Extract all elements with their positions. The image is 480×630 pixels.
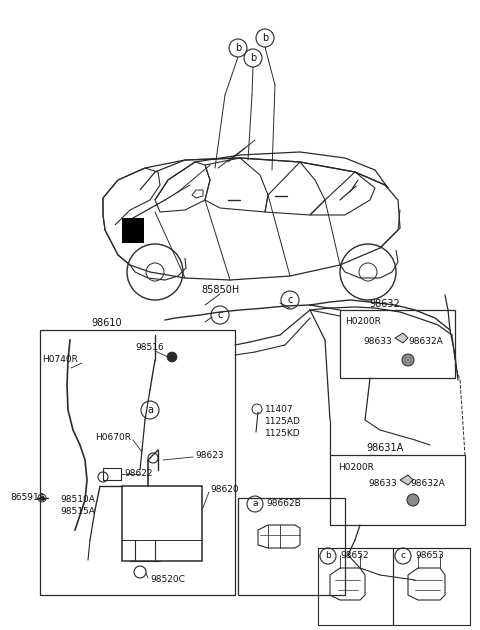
Bar [122,218,144,243]
Text: 1125AD: 1125AD [265,418,301,427]
Polygon shape [400,475,413,485]
Text: H0670R: H0670R [95,433,131,442]
Text: 86591A: 86591A [10,493,45,503]
Text: 98632A: 98632A [408,338,443,346]
Text: b: b [250,53,256,63]
Bar [393,548,470,625]
Text: 11407: 11407 [265,406,294,415]
Bar [340,310,455,378]
Text: a: a [252,500,258,508]
Text: 98632A: 98632A [410,479,445,488]
Text: H0740R: H0740R [42,355,78,365]
Text: 98515A: 98515A [60,508,95,517]
Text: 98653: 98653 [415,551,444,561]
Text: 98610: 98610 [92,318,122,328]
Circle shape [402,354,414,366]
Text: 98652: 98652 [340,551,369,561]
Text: 98520C: 98520C [150,575,185,585]
Bar [40,330,235,595]
Bar [122,486,202,561]
Text: 98662B: 98662B [266,500,301,508]
Text: 98631A: 98631A [366,443,404,453]
Circle shape [167,352,177,362]
Text: b: b [262,33,268,43]
Text: c: c [400,551,406,561]
Text: 98510A: 98510A [60,496,95,505]
Bar [103,468,121,480]
Text: 98516: 98516 [135,343,164,353]
Polygon shape [395,333,408,343]
Text: 1125KD: 1125KD [265,430,300,438]
Bar [318,548,393,625]
Bar [330,455,465,525]
Text: H0200R: H0200R [345,318,381,326]
Text: 98633: 98633 [363,338,392,346]
Text: 98620: 98620 [210,486,239,495]
Text: 98633: 98633 [368,479,397,488]
Text: b: b [235,43,241,53]
Text: b: b [325,551,331,561]
Text: 98622: 98622 [124,469,153,479]
Bar [238,498,345,595]
Text: c: c [288,295,293,305]
Circle shape [407,494,419,506]
Text: 85850H: 85850H [201,285,239,295]
Text: c: c [217,310,223,320]
Text: 98623: 98623 [195,450,224,459]
Text: a: a [147,405,153,415]
Text: 98632: 98632 [370,299,400,309]
Text: H0200R: H0200R [338,464,374,472]
